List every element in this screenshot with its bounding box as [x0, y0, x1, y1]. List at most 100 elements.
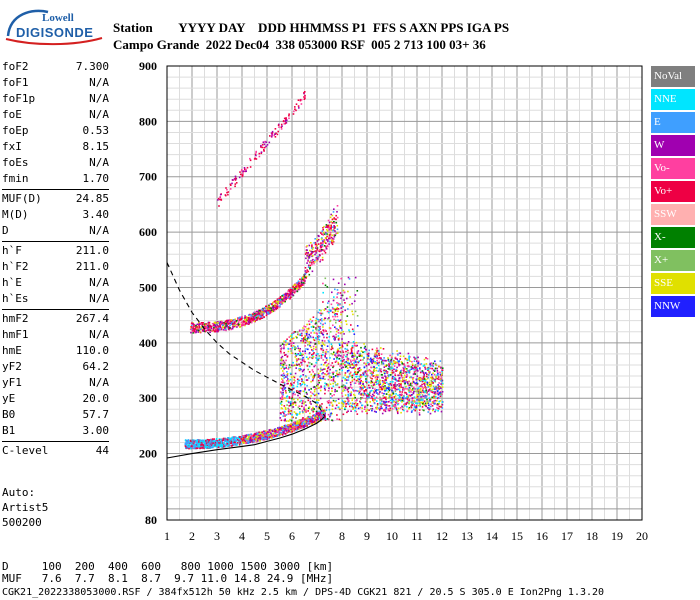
f2-echo-point	[198, 441, 200, 443]
spread-f-point	[338, 407, 341, 410]
f2-echo-point	[278, 428, 281, 430]
spread-f-point	[322, 282, 324, 285]
spread-f-point	[377, 350, 380, 352]
spread-f-point	[363, 390, 366, 393]
spread-f-point	[415, 399, 418, 401]
spread-f-point	[315, 332, 318, 334]
spread-f-point	[321, 373, 323, 375]
second-hop-point	[241, 317, 244, 320]
spread-f-point	[376, 378, 378, 381]
spread-f-point	[410, 411, 413, 413]
spread-f-point	[313, 376, 315, 378]
spread-f-point	[348, 303, 351, 306]
spread-f-point	[280, 358, 283, 360]
spread-f-point	[327, 300, 330, 303]
spread-f-point	[413, 404, 415, 406]
spread-f-point	[392, 363, 394, 366]
second-hop-point	[195, 329, 198, 332]
spread-f-point	[434, 360, 436, 363]
spread-f-point	[347, 358, 350, 360]
spread-f-point	[321, 412, 323, 414]
spread-f-point	[353, 372, 356, 375]
spread-f-point	[355, 402, 357, 404]
spread-f-point	[431, 364, 433, 367]
f2-echo-point	[205, 447, 208, 449]
spread-f-point	[407, 396, 409, 398]
spread-f-point	[396, 350, 398, 352]
spread-f-point	[389, 368, 391, 371]
spread-f-point	[288, 389, 290, 391]
f2-echo-point	[286, 431, 288, 434]
spread-f-point	[427, 411, 429, 413]
spread-f-point	[282, 386, 285, 388]
spread-f-point	[428, 407, 430, 409]
spread-f-point	[369, 401, 371, 403]
f2-echo-point	[290, 425, 292, 427]
spread-f-point	[373, 357, 375, 360]
f2-echo-point	[300, 421, 302, 424]
spread-f-point	[386, 389, 388, 392]
f2-echo-point	[286, 428, 288, 430]
f2-echo-point	[308, 423, 310, 425]
ionogram-chart: 1 2 3 4 5 6 7 8 9 10 11 12 13 14 15 16 17 18 19 20802003004…	[139, 59, 648, 543]
spread-f-point	[370, 374, 373, 376]
param-row: hmE 110.0	[2, 343, 109, 359]
spread-f-point	[428, 385, 431, 387]
spread-f-point	[284, 376, 287, 378]
spread-f-point	[336, 384, 339, 386]
spread-f-point	[380, 399, 382, 401]
spread-f-point	[403, 376, 405, 379]
spread-f-point	[389, 381, 392, 383]
f2-echo-point	[258, 436, 260, 438]
f2-echo-point	[210, 439, 212, 441]
spread-f-point	[307, 327, 310, 330]
f2-echo-point	[218, 442, 220, 444]
spread-f-point	[410, 405, 412, 408]
spread-f-point	[423, 376, 426, 379]
second-hop-point	[255, 316, 257, 318]
spread-f-point	[417, 387, 420, 389]
spread-f-point	[336, 308, 338, 310]
second-hop-point	[190, 331, 192, 334]
param-row: fxI 8.15	[2, 139, 109, 155]
f2-echo-point	[204, 445, 207, 448]
spread-f-point	[434, 367, 437, 370]
f2-echo-point	[224, 445, 227, 448]
f2-echo-point	[253, 434, 255, 437]
spread-f-point	[352, 330, 355, 332]
second-hop-point	[203, 330, 206, 332]
spread-f-point	[340, 367, 343, 369]
spread-f-point	[338, 320, 341, 322]
spread-f-point	[339, 344, 341, 346]
spread-f-point	[321, 347, 324, 350]
spread-f-point	[380, 361, 383, 363]
spread-f-point	[406, 393, 408, 396]
second-hop-point	[204, 327, 207, 329]
spread-f-point	[318, 335, 321, 338]
spread-f-point	[295, 417, 297, 419]
spread-f-point	[290, 334, 293, 337]
second-hop-point	[327, 225, 330, 228]
spread-f-point	[411, 377, 414, 379]
f2-echo-point	[265, 431, 267, 433]
spread-f-point	[359, 390, 361, 393]
spread-f-point	[290, 376, 293, 378]
spread-f-point	[351, 387, 353, 389]
spread-f-point	[340, 327, 342, 329]
spread-f-point	[287, 378, 289, 380]
spread-f-point	[364, 406, 366, 408]
spread-f-point	[404, 387, 406, 390]
spread-f-point	[407, 395, 410, 397]
spread-f-point	[307, 368, 309, 371]
spread-f-point	[322, 349, 325, 352]
spread-f-point	[366, 382, 368, 384]
spread-f-point	[320, 406, 323, 409]
spread-f-point	[415, 384, 418, 386]
spread-f-point	[346, 355, 348, 358]
spread-f-point	[383, 409, 385, 411]
spread-f-point	[330, 352, 333, 355]
spread-f-point	[392, 372, 394, 374]
spread-f-point	[326, 400, 329, 403]
second-hop-point	[255, 319, 258, 321]
f2-echo-point	[311, 420, 314, 422]
